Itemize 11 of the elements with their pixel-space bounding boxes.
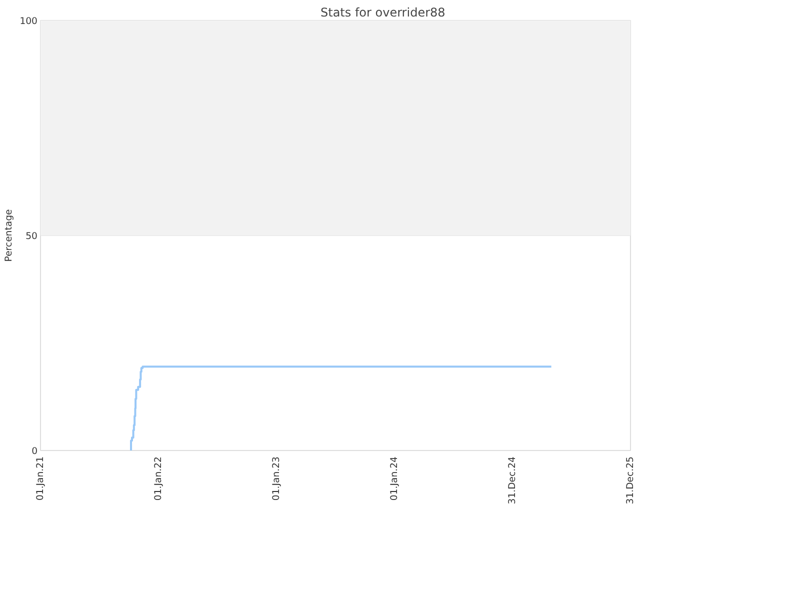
- x-tick-label: 01.Jan.21: [35, 456, 46, 501]
- y-axis-title: Percentage: [4, 209, 15, 262]
- x-tick-label: 01.Jan.24: [389, 456, 400, 501]
- y-tick-label: 0: [32, 446, 38, 457]
- y-tick-label: 50: [26, 231, 38, 242]
- x-tick-label: 31.Dec.25: [625, 456, 636, 504]
- y-tick-label: 100: [20, 16, 38, 27]
- chart-title: Stats for overrider88: [320, 6, 446, 20]
- x-tick-label: 01.Jan.22: [153, 456, 164, 501]
- x-tick-label: 01.Jan.23: [271, 456, 282, 501]
- x-tick-label: 31.Dec.24: [507, 456, 518, 504]
